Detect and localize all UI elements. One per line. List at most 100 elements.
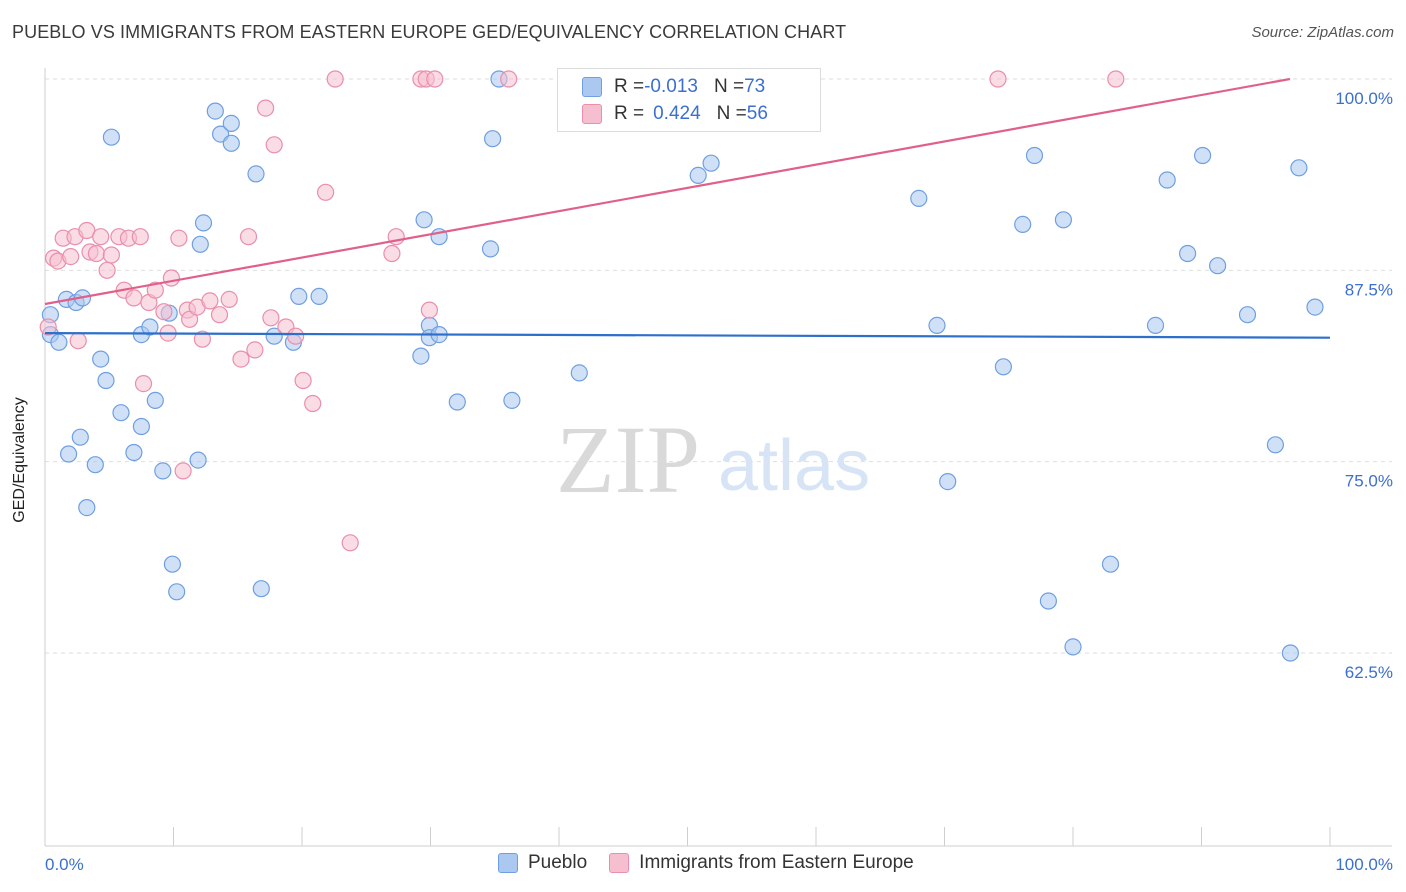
pueblo-point [1238,306,1257,324]
tick-label-layer: 62.5% 75.0% 87.5% 100.0% 0.0% 100.0% [45,89,1393,874]
bottom-legend-immigrants[interactable]: Immigrants from Eastern Europe [609,852,914,874]
pueblo-point [1290,159,1308,177]
pueblo-point [1146,316,1165,334]
immigrant-point [131,228,149,246]
watermark: ZIP atlas [556,406,870,513]
pueblo-point [481,240,500,258]
immigrant-point [174,462,192,480]
immigrant-point [341,534,359,552]
y-tick-label: 100.0% [1335,89,1393,108]
legend-r-label: R = [614,76,645,97]
trend-layer [44,77,1331,339]
immigrant-point [246,341,264,359]
pueblo-point [290,287,308,305]
legend-n-value: 73 [744,76,766,97]
pueblo-point [97,371,115,390]
source-credit: Source: ZipAtlas.com [1251,24,1394,41]
pueblo-point [141,318,159,336]
pueblo-point [168,583,186,601]
pueblo-point [702,154,720,172]
legend-r-value: 0.424 [653,103,701,124]
pueblo-point [1193,146,1212,165]
pueblo-point [412,347,430,365]
pueblo-point [86,456,104,474]
watermark-zip: ZIP [556,406,700,513]
pueblo-point [1054,211,1073,229]
pueblo-point [132,417,150,436]
immigrant-point [500,70,518,88]
immigrant-point [383,244,401,263]
grid-layer [45,78,1392,654]
immigrant-point [426,70,444,88]
legend-r-value: -0.013 [644,76,698,97]
bottom-legend-swatch-blue [498,853,518,873]
pueblo-point [1101,555,1120,573]
legend-swatch-pink [582,104,602,124]
legend-n-label: N = [713,76,745,97]
pueblo-point [71,428,89,446]
pueblo-point [484,130,502,148]
immigrant-point [265,136,283,154]
pueblo-point [189,451,207,469]
immigrant-point [210,306,229,324]
pueblo-point [1178,244,1197,263]
pueblo-point [570,364,588,382]
immigrant-point [201,292,219,310]
pueblo-point [146,391,164,409]
immigrant-point [146,281,164,299]
immigrant-point [989,70,1007,88]
legend-n-label: N = [716,103,747,124]
immigrant-point [232,350,250,368]
stats-legend: R = -0.013 N = 73 R = 0.424 N = 56 [557,68,821,132]
immigrant-point [98,261,116,279]
x-tick-label: 100.0% [1335,855,1393,874]
pueblo-point [112,404,130,422]
pueblo-point [59,445,78,463]
y-tick-label: 62.5% [1345,663,1393,682]
pueblo-point [1064,638,1082,656]
pueblo-point [910,189,928,207]
pueblo-point [994,358,1013,376]
bottom-legend-label: Immigrants from Eastern Europe [639,852,914,873]
immigrant-point [155,303,173,321]
y-tick-label: 87.5% [1345,280,1393,299]
immigrant-point [62,248,80,266]
immigrant-point [257,99,275,117]
bottom-legend-pueblo[interactable]: Pueblo [498,852,587,874]
y-tick-label: 75.0% [1345,472,1393,491]
pueblo-point [50,333,68,351]
legend-n-value: 56 [746,103,768,124]
immigrant-point [162,269,180,287]
legend-r-label: R = [614,103,645,124]
immigrant-point [170,229,188,247]
pueblo-point [1281,644,1300,662]
pueblo-point [939,473,957,491]
pueblo-point [1266,436,1285,454]
pueblo-point [1306,298,1324,316]
immigrant-point [239,228,258,246]
pueblo-point [78,499,96,517]
points-layer [39,70,1324,662]
x-tick-label: 0.0% [45,855,84,874]
bottom-legend-swatch-pink [609,853,630,873]
pueblo-point [928,316,946,334]
legend-swatch-blue [582,77,602,97]
pueblo-point [222,134,240,152]
pueblo-point [1158,171,1176,189]
immigrant-point [294,371,312,390]
immigrant-point [220,290,238,308]
immigrant-point [326,70,344,88]
watermark-atlas: atlas [718,426,870,506]
immigrant-point [87,244,106,263]
pueblo-point [310,287,328,305]
pueblo-point [92,350,110,368]
immigrant-point [102,246,121,264]
pueblo-point [191,235,209,253]
pueblo-point [1039,592,1058,610]
pueblo-point [252,580,270,598]
immigrant-point [304,394,322,413]
immigrant-point [193,330,211,348]
legend-row-immigrants: R = 0.424 N = 56 [582,103,768,125]
immigrant-point [69,332,87,350]
